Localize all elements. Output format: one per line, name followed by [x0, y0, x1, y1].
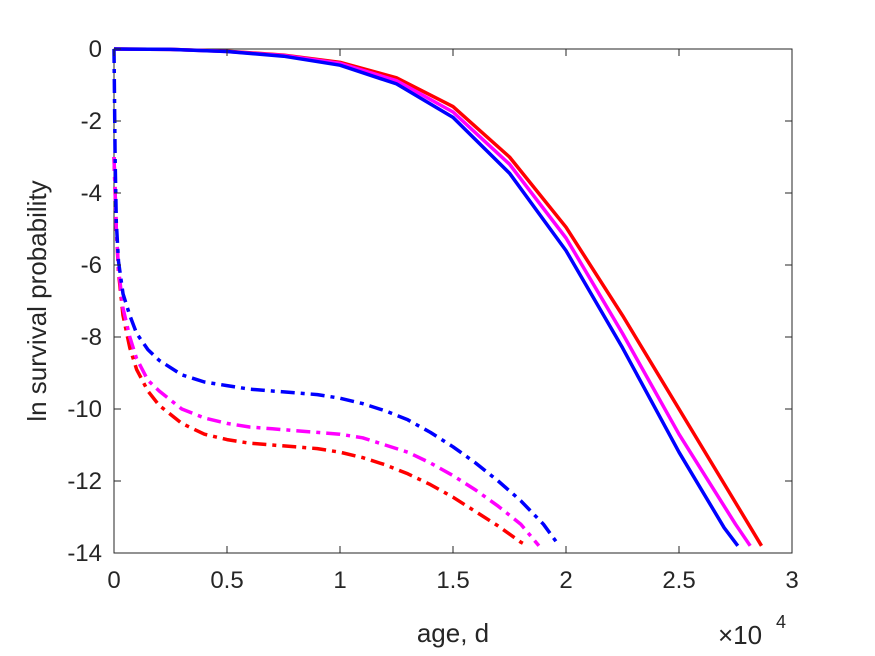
y-tick-label: -14: [67, 540, 102, 567]
series-line-5: [112, 156, 541, 547]
x-tick-label: 0.5: [210, 567, 243, 594]
series-line-4: [112, 156, 529, 548]
y-tick-label: -10: [67, 396, 102, 423]
x-multiplier-base: ×10: [718, 620, 762, 650]
y-tick-label: -6: [81, 252, 102, 279]
y-tick-label: -12: [67, 468, 102, 495]
x-tick-label: 0: [107, 567, 120, 594]
tick-layer: 0 0.5 1 1.5 2 2.5 3 0 -2 -4 -6 -8 -10 -12 -14: [67, 36, 798, 594]
y-tick-label: -8: [81, 324, 102, 351]
plot-area: [113, 48, 793, 554]
x-axis-label: age, d: [417, 618, 489, 648]
x-tick-label: 3: [785, 567, 798, 594]
x-tick-label: 1.5: [436, 567, 469, 594]
y-tick-label: -2: [81, 108, 102, 135]
x-tick-label: 1: [333, 567, 346, 594]
x-tick-label: 2.5: [662, 567, 695, 594]
x-multiplier-exponent: 4: [776, 612, 786, 632]
x-tick-label: 2: [559, 567, 572, 594]
y-axis-label: ln survival probability: [22, 180, 52, 421]
y-tick-label: -4: [81, 180, 102, 207]
y-tick-label: 0: [89, 36, 102, 63]
series-line-6: [112, 48, 561, 547]
